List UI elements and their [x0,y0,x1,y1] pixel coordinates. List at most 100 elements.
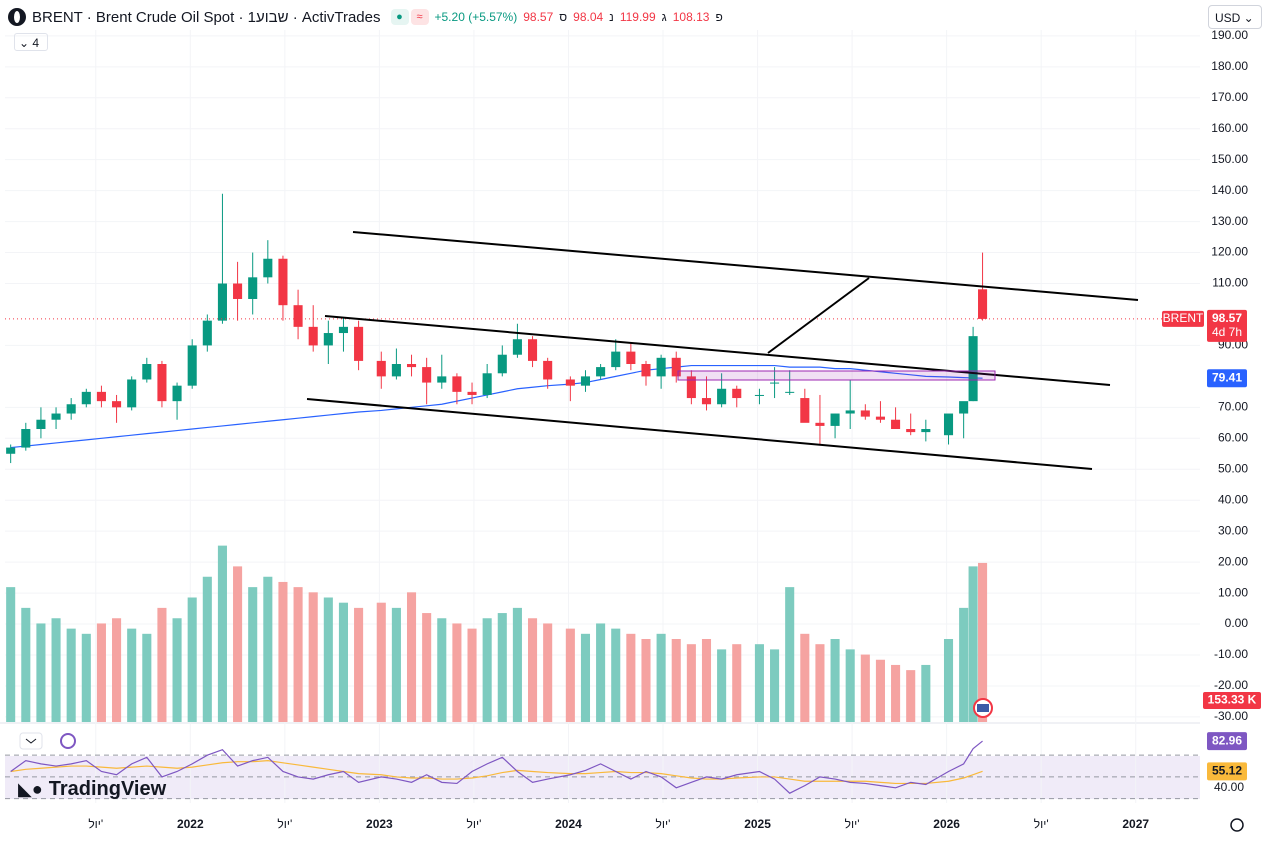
candle-body [81,391,91,405]
volume-bar [528,618,538,722]
indicator-count: 4 [32,36,40,50]
volume-bar [959,607,969,722]
volume-bar [422,613,432,722]
y-tick-label: -20.00 [1214,678,1248,692]
rsi-label: 82.96 [1212,733,1242,747]
candle-body [860,410,870,417]
candle-body [943,413,954,436]
rsi-ma-label: 55.12 [1212,764,1242,778]
y-tick-label: 180.00 [1211,59,1248,73]
volume-bar [732,644,742,722]
candle-body [921,429,931,433]
y-tick-label: 130.00 [1211,214,1248,228]
volume-bar [845,649,855,722]
volume-bar [112,618,122,722]
candle-body [172,385,182,402]
marks: יול' 2022 יול' 2023 יול' 2024 יול' 2025 יול' 2026… [5,28,1261,831]
volume-bar [66,628,76,722]
volume-bar [482,618,492,722]
candle-body [959,401,969,414]
symbol-title: BRENT · Brent Crude Oil Spot · 1שבוע · A… [32,8,381,26]
volume-bar [717,649,727,722]
volume-bar [770,649,780,722]
volume-bar [701,639,712,722]
status-pills: ● ≈ [390,9,429,25]
volume-label: 153.33 K [1208,693,1257,707]
y-tick-label: 120.00 [1211,245,1248,259]
rsi-label-bg [1207,732,1247,751]
candle-body [142,364,152,380]
refresh-icon[interactable] [60,733,76,749]
candle-body [968,336,978,402]
x-tick-label: יול' [466,817,481,831]
candle-body [656,357,666,377]
volume-label-bg [1203,692,1261,709]
candle-body [376,360,386,377]
volume-bar [452,623,462,722]
volume-bar [323,597,333,722]
x-tick-label: 2023 [366,817,393,831]
volume-bar [278,581,288,722]
volume-bar [921,664,931,722]
indicators-toggle[interactable]: ⌄ 4 [14,33,48,51]
ma-label: 79.41 [1212,370,1242,384]
volume-bar [376,602,386,722]
volume-bar [754,644,764,722]
volume-bar [338,602,348,722]
y-tick-label: 20.00 [1218,554,1248,568]
y-tick-label: 30.00 [1218,523,1248,537]
close-value: 98.57 [523,10,554,24]
trend-line [324,315,1111,386]
y-tick-label: 10.00 [1218,585,1248,599]
volume-bar [785,587,795,722]
candle-body [641,364,651,377]
candle-body [66,404,76,414]
volume-bar [157,607,167,722]
y-tick-label: 0.00 [1225,616,1249,630]
candle-body [906,429,916,433]
volume-bar [202,576,212,722]
candle-body [263,258,273,278]
collapse-icon [25,738,37,744]
candle-body [845,410,855,414]
candle-body [891,419,901,430]
rsi-tick-label: 40.00 [1214,780,1244,794]
candle-body [785,391,795,393]
volume-bar [293,587,303,722]
volume-bar [656,633,666,722]
collapse-button[interactable] [19,732,43,750]
volume-bar [686,644,696,722]
volume-bar [391,607,401,722]
x-tick-label: יול' [1034,817,1049,831]
candle-body [21,429,31,448]
volume-bar [406,592,417,722]
volume-bar [248,587,258,722]
volume-bar [978,562,988,722]
trend-line [767,277,870,354]
candle-body [36,419,46,430]
candle-body [754,394,764,396]
x-tick-label: 2026 [933,817,960,831]
header: BRENT · Brent Crude Oil Spot · 1שבוע · A… [8,6,723,28]
settings-icon[interactable] [1230,818,1244,832]
candle-body [338,326,348,334]
candle-body [217,283,227,321]
currency: USD [1215,11,1241,25]
candle-body [482,373,492,395]
volume-bar [800,633,810,722]
currency-button[interactable]: USD ⌄ [1208,5,1262,29]
low-value: 98.04 [573,10,604,24]
volume-bar [512,607,522,722]
y-tick-label: 50.00 [1218,461,1248,475]
volume-bar [580,633,591,722]
close-letter: ס [559,10,568,24]
candle-body [323,333,333,346]
candle-body [565,379,575,386]
candle-body [6,447,16,454]
x-tick-label: יול' [845,817,860,831]
x-tick-label: 2025 [744,817,771,831]
candle-body [686,376,696,399]
y-tick-label: 70.00 [1218,400,1248,414]
candle-body [112,401,122,408]
candle-body [233,283,243,299]
